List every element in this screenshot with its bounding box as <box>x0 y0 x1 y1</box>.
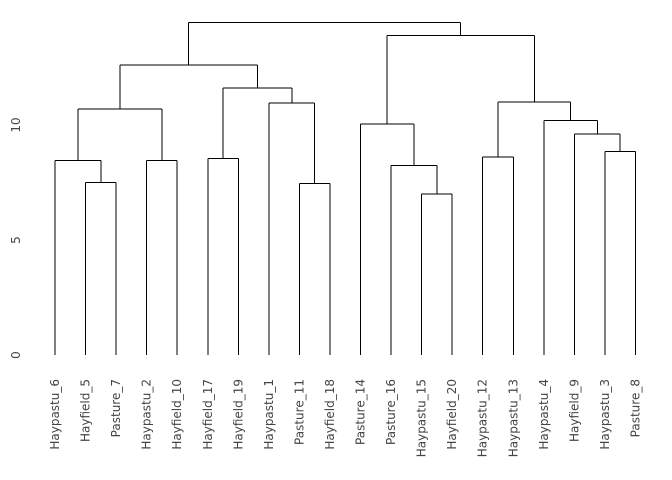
leaf-labels: Haypastu_6 Hayfield_5 Pasture_7 Haypastu_2 H… <box>48 379 642 457</box>
leaf-label: Haypastu_12 <box>476 379 490 457</box>
leaf-label: Hayfield_9 <box>567 379 581 442</box>
leaf-label: Hayfield_18 <box>323 379 337 450</box>
leaf-label: Hayfield_5 <box>79 379 93 442</box>
leaf-label: Hayfield_19 <box>231 379 245 450</box>
leaf-label: Hayfield_17 <box>201 379 215 450</box>
leaf-label: Pasture_11 <box>292 379 306 445</box>
y-axis-tick-label: 10 <box>9 117 23 132</box>
y-axis-tick-labels: 0 5 10 <box>9 117 23 358</box>
leaf-label: Haypastu_2 <box>140 379 154 450</box>
leaf-label: Haypastu_3 <box>598 379 612 450</box>
leaf-label: Pasture_16 <box>384 379 398 445</box>
y-axis-tick-label: 5 <box>9 236 23 244</box>
leaf-label: Pasture_14 <box>354 379 368 445</box>
leaf-label: Haypastu_6 <box>48 379 62 450</box>
y-axis-tick-label: 0 <box>9 351 23 359</box>
leaf-label: Haypastu_1 <box>262 379 276 450</box>
leaf-label: Hayfield_20 <box>445 379 459 450</box>
dendrogram-links <box>54 22 636 355</box>
leaf-label: Hayfield_10 <box>170 379 184 450</box>
leaf-label: Haypastu_13 <box>506 379 520 457</box>
leaf-label: Haypastu_15 <box>415 379 429 457</box>
leaf-label: Pasture_8 <box>628 379 642 437</box>
leaf-label: Pasture_7 <box>109 379 123 437</box>
leaf-label: Haypastu_4 <box>537 379 551 450</box>
